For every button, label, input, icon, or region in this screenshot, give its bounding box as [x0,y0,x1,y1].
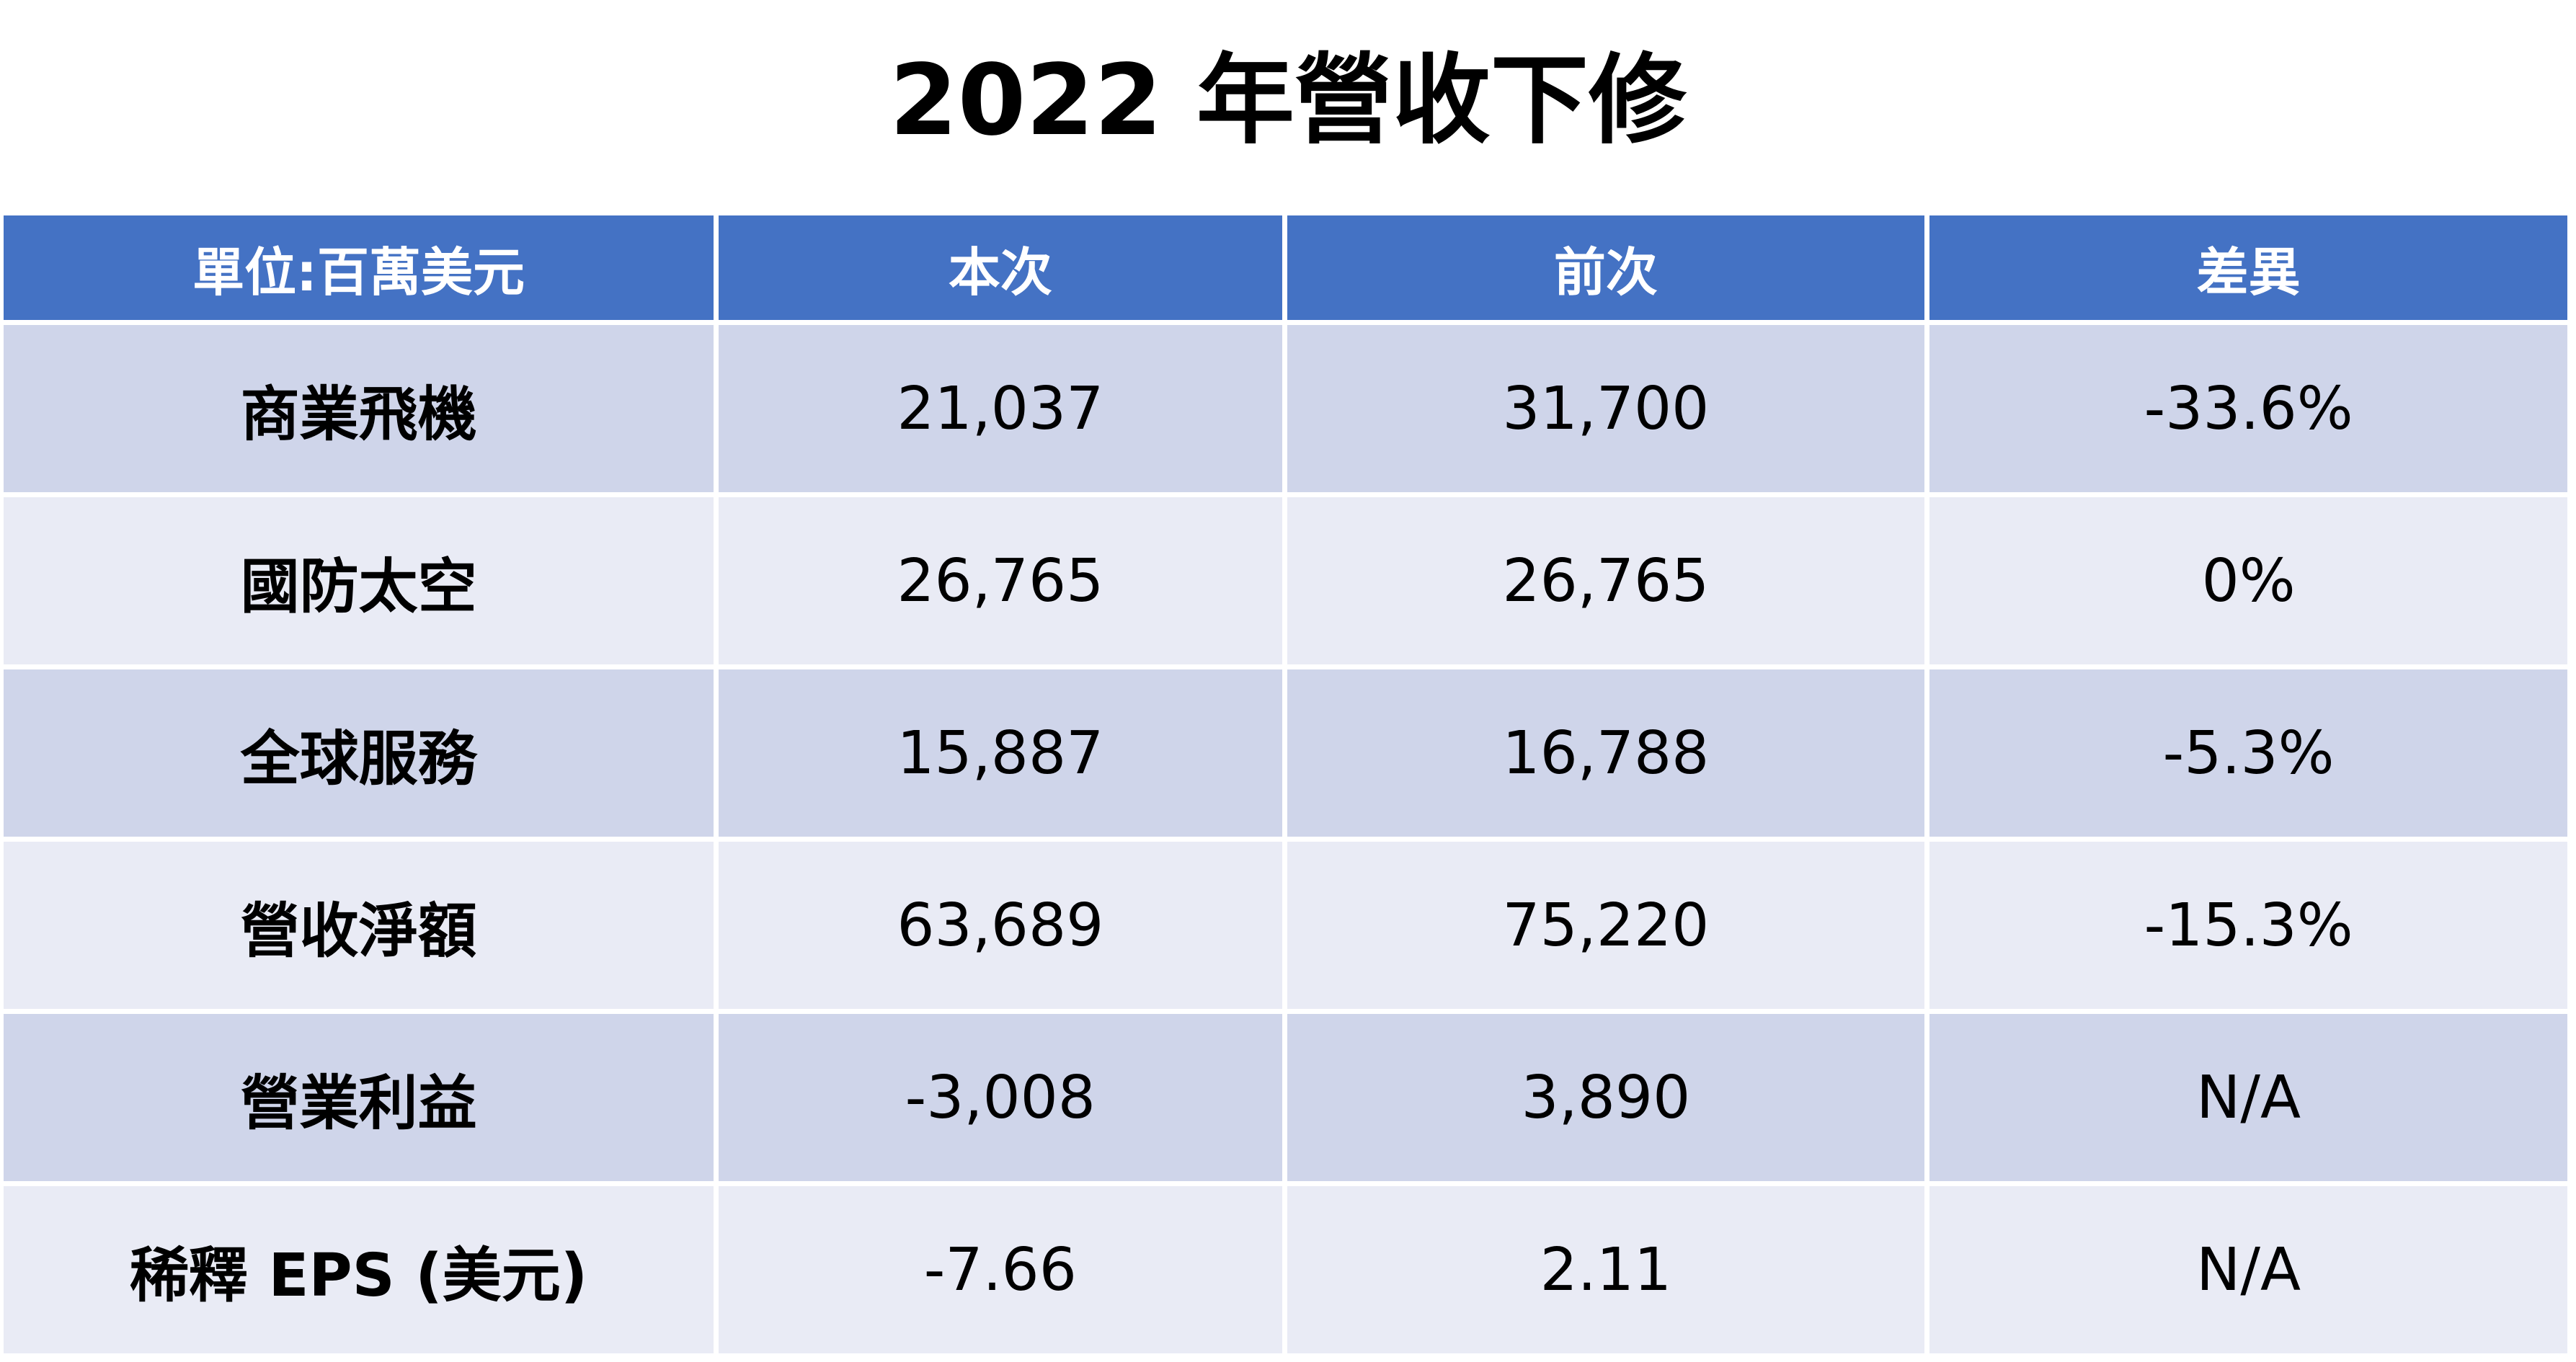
table-cell: -15.3% [1929,842,2567,1009]
header-cell: 前次 [1287,215,1925,320]
table-cell: N/A [1929,1186,2567,1353]
row-label: 營收淨額 [4,842,714,1009]
table: 單位:百萬美元 本次 前次 差異 商業飛機 21,037 31,700 -33.6% 國防太空 2… [4,215,2567,1353]
table-cell: 16,788 [1287,669,1925,837]
table-cell: 15,887 [719,669,1282,837]
table-cell: 26,765 [1287,497,1925,664]
header-cell: 單位:百萬美元 [4,215,714,320]
table-cell: 3,890 [1287,1014,1925,1181]
header-cell: 差異 [1929,215,2567,320]
table-cell: 31,700 [1287,325,1925,492]
table-cell: -5.3% [1929,669,2567,837]
table-cell: -7.66 [719,1186,1282,1353]
table-cell: 21,037 [719,325,1282,492]
table-cell: -33.6% [1929,325,2567,492]
table-cell: 0% [1929,497,2567,664]
table-cell: N/A [1929,1014,2567,1181]
table-cell: 63,689 [719,842,1282,1009]
table-cell: 2.11 [1287,1186,1925,1353]
table-cell: 26,765 [719,497,1282,664]
title: 2022 年營收下修 [889,44,1687,158]
row-label: 國防太空 [4,497,714,664]
table-cell: 75,220 [1287,842,1925,1009]
row-label: 稀釋 EPS (美元) [4,1186,714,1353]
table-cell: -3,008 [719,1014,1282,1181]
row-label: 商業飛機 [4,325,714,492]
header-cell: 本次 [719,215,1282,320]
row-label: 全球服務 [4,669,714,837]
row-label: 營業利益 [4,1014,714,1181]
